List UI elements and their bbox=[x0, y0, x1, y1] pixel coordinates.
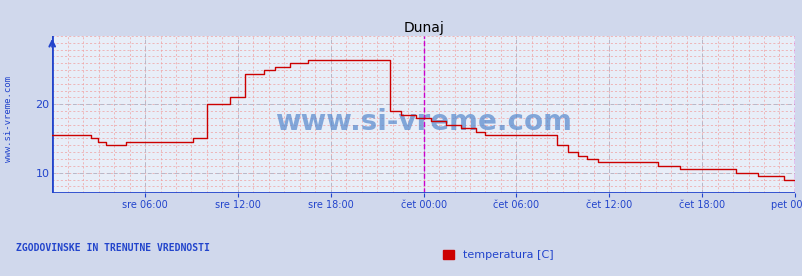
Text: www.si-vreme.com: www.si-vreme.com bbox=[3, 76, 13, 162]
Text: ZGODOVINSKE IN TRENUTNE VREDNOSTI: ZGODOVINSKE IN TRENUTNE VREDNOSTI bbox=[16, 243, 209, 253]
Legend: temperatura [C]: temperatura [C] bbox=[438, 246, 557, 265]
Title: Dunaj: Dunaj bbox=[403, 21, 444, 35]
Text: www.si-vreme.com: www.si-vreme.com bbox=[275, 108, 571, 136]
